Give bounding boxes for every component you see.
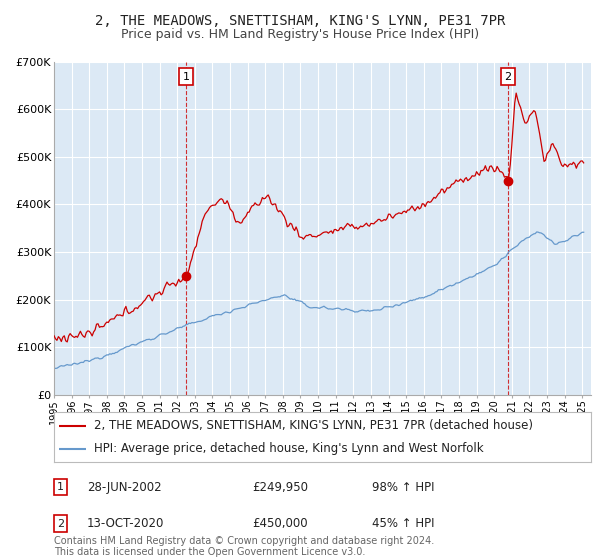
Text: Price paid vs. HM Land Registry's House Price Index (HPI): Price paid vs. HM Land Registry's House … — [121, 28, 479, 41]
Text: 45% ↑ HPI: 45% ↑ HPI — [372, 517, 434, 530]
Text: Contains HM Land Registry data © Crown copyright and database right 2024.
This d: Contains HM Land Registry data © Crown c… — [54, 535, 434, 557]
Text: 2: 2 — [505, 72, 512, 82]
Text: 1: 1 — [182, 72, 190, 82]
Text: £249,950: £249,950 — [252, 480, 308, 494]
Text: 2, THE MEADOWS, SNETTISHAM, KING'S LYNN, PE31 7PR (detached house): 2, THE MEADOWS, SNETTISHAM, KING'S LYNN,… — [94, 419, 533, 432]
Text: 13-OCT-2020: 13-OCT-2020 — [87, 517, 164, 530]
Text: 2, THE MEADOWS, SNETTISHAM, KING'S LYNN, PE31 7PR: 2, THE MEADOWS, SNETTISHAM, KING'S LYNN,… — [95, 14, 505, 28]
Text: £450,000: £450,000 — [252, 517, 308, 530]
Text: 2: 2 — [57, 519, 64, 529]
Text: HPI: Average price, detached house, King's Lynn and West Norfolk: HPI: Average price, detached house, King… — [94, 442, 484, 455]
Text: 28-JUN-2002: 28-JUN-2002 — [87, 480, 161, 494]
Text: 98% ↑ HPI: 98% ↑ HPI — [372, 480, 434, 494]
Text: 1: 1 — [57, 482, 64, 492]
